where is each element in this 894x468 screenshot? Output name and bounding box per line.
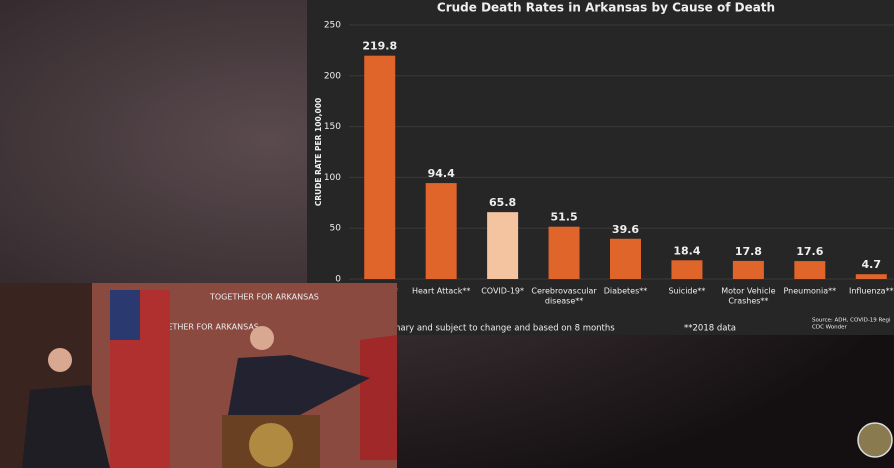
bar	[671, 260, 703, 279]
bar	[855, 274, 887, 279]
bar	[794, 261, 826, 279]
source: CDC Wonder	[812, 325, 848, 331]
x-tick-label: Pneumonia**	[784, 287, 837, 296]
backdrop-text: TOGETHER FOR ARKANSAS	[209, 293, 319, 302]
person-head	[250, 326, 274, 350]
value-label: 51.5	[550, 211, 577, 224]
person-head	[48, 348, 72, 372]
value-label: 219.8	[362, 40, 397, 53]
x-tick-label: Heart Attack**	[412, 287, 470, 296]
value-label: 65.8	[489, 196, 516, 209]
value-label: 39.6	[612, 223, 639, 236]
x-tick-label: COVID-19*	[481, 287, 524, 296]
value-label: 17.6	[796, 245, 823, 258]
value-label: 4.7	[862, 258, 882, 271]
podium-seal	[249, 423, 293, 467]
flag-canton	[110, 290, 140, 340]
arkansas-flag	[360, 335, 397, 460]
y-tick-label: 0	[335, 275, 341, 285]
x-tick-label: Motor Vehicle	[721, 287, 775, 296]
bar	[425, 183, 457, 279]
y-tick-label: 200	[324, 71, 341, 81]
x-tick-label: Diabetes**	[604, 287, 648, 296]
footnote: *Data are preliminary and subject to cha…	[322, 324, 615, 334]
y-axis-label: CRUDE RATE PER 100,000	[314, 98, 323, 206]
video-inset: TOGETHER FOR ARKANSAS TOGETHER FOR ARKAN…	[0, 283, 397, 468]
x-tick-label: Suicide**	[668, 287, 705, 296]
x-tick-label: Cerebrovascular	[531, 287, 597, 296]
value-label: 17.8	[735, 245, 762, 258]
x-tick-label: disease**	[545, 297, 583, 306]
value-label: 18.4	[673, 244, 700, 257]
state-seal	[857, 422, 893, 458]
x-tick-label: Influenza**	[849, 287, 894, 296]
bar	[364, 55, 396, 280]
value-label: 94.4	[428, 167, 455, 180]
y-tick-label: 100	[324, 173, 341, 183]
backdrop-text: TOGETHER FOR ARKANSAS	[149, 323, 259, 332]
footnote: **2018 data	[684, 324, 736, 334]
y-tick-label: 250	[324, 21, 341, 31]
y-tick-label: 50	[330, 224, 342, 234]
chart-title: Crude Death Rates in Arkansas by Cause o…	[437, 1, 775, 15]
bar	[732, 260, 764, 279]
person	[228, 355, 370, 415]
x-tick-label: Crashes**	[728, 297, 768, 306]
y-tick-label: 150	[324, 122, 341, 132]
person	[22, 385, 110, 468]
bar	[487, 212, 519, 279]
source: Source: ADH, COVID-19 Regi	[812, 318, 891, 324]
bar	[548, 226, 580, 279]
bar	[610, 238, 641, 279]
